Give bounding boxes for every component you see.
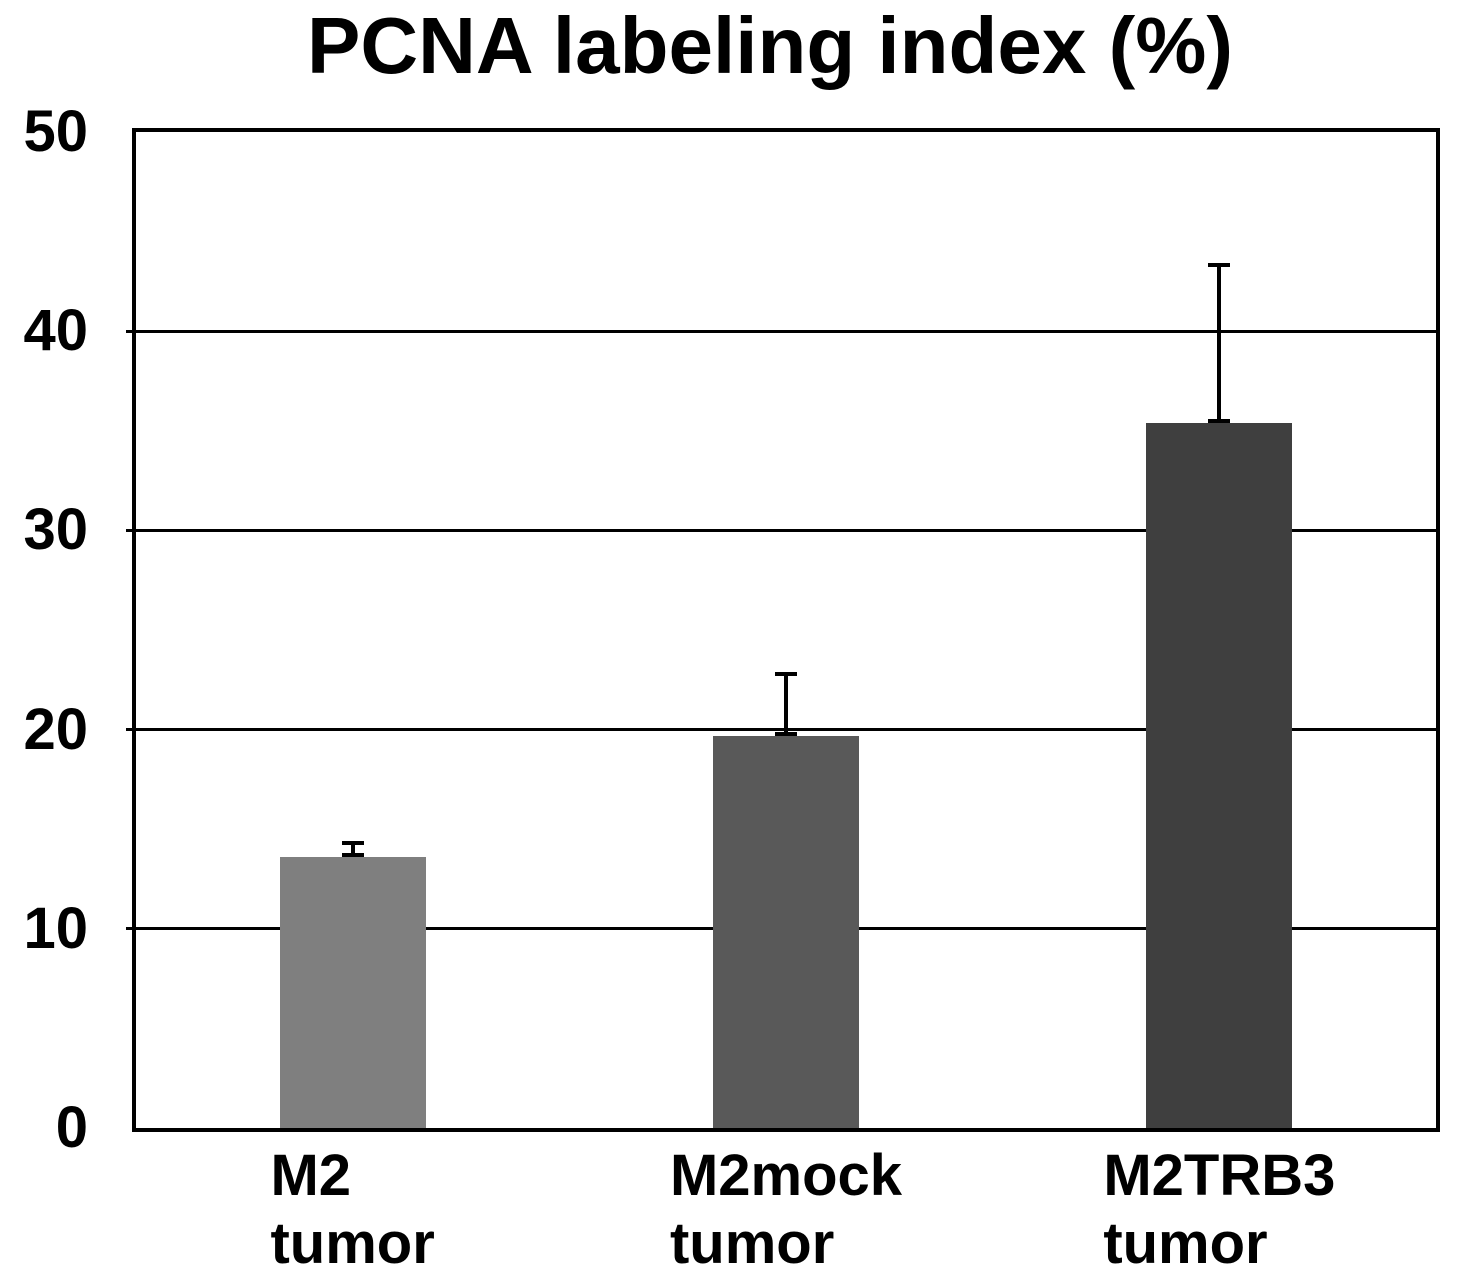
error-bar — [341, 841, 364, 858]
x-category-label: M2 tumor — [270, 1142, 434, 1278]
bar-m2-tumor — [279, 857, 426, 1128]
y-tick-label: 30 — [23, 497, 88, 563]
x-category-label: M2mock tumor — [670, 1142, 902, 1278]
error-bar-cap-bottom — [1208, 418, 1231, 423]
bar-m2trb3-tumor — [1146, 422, 1293, 1128]
y-tick-label: 0 — [55, 1095, 88, 1160]
error-bar-cap-top — [1208, 263, 1231, 268]
error-bar-cap-top — [341, 841, 364, 846]
chart-title: PCNA labeling index (%) — [306, 1, 1233, 90]
x-category-label: M2TRB3 tumor — [1103, 1142, 1335, 1278]
error-bar-stem — [784, 671, 788, 736]
error-bar-stem — [1217, 263, 1222, 423]
y-tick-label: 10 — [23, 895, 88, 961]
error-bar-cap-top — [775, 671, 797, 676]
x-category-label-line: tumor — [1103, 1211, 1268, 1276]
x-category-label-line: tumor — [270, 1211, 435, 1276]
error-bar-stem — [350, 841, 355, 858]
x-category-label-line: tumor — [669, 1211, 835, 1276]
x-category-label-line: M2mock — [669, 1143, 903, 1208]
x-category-label-line: M2 — [270, 1143, 352, 1208]
bar-m2mock-tumor — [713, 735, 859, 1128]
gridline — [126, 329, 1436, 333]
gridline — [126, 728, 1436, 732]
plot-area — [126, 128, 1440, 1132]
error-bar-cap-bottom — [775, 731, 797, 736]
error-bar — [775, 671, 797, 736]
x-category-label-line: M2TRB3 — [1103, 1143, 1336, 1208]
error-bar — [1208, 263, 1231, 423]
gridline — [126, 528, 1436, 532]
y-tick-label: 40 — [23, 298, 88, 364]
y-tick-label: 50 — [23, 99, 88, 164]
error-bar-cap-bottom — [341, 853, 364, 858]
y-tick-label: 20 — [23, 696, 88, 762]
